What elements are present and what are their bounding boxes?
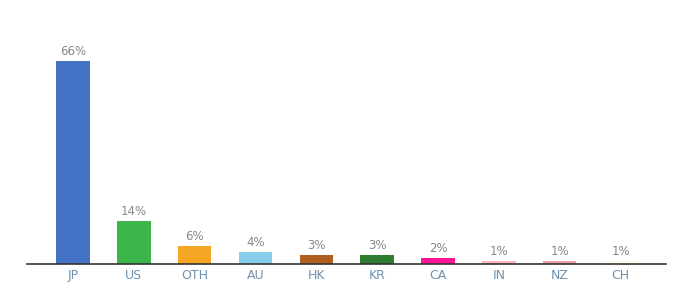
Bar xyxy=(360,255,394,264)
Bar xyxy=(117,221,150,264)
Text: 66%: 66% xyxy=(60,46,86,59)
Text: 2%: 2% xyxy=(429,242,447,255)
Bar xyxy=(56,61,90,264)
Text: 3%: 3% xyxy=(307,239,326,252)
Text: 1%: 1% xyxy=(611,245,630,259)
Text: 14%: 14% xyxy=(121,206,147,218)
Text: 4%: 4% xyxy=(246,236,265,249)
Bar xyxy=(178,245,211,264)
Text: 1%: 1% xyxy=(490,245,508,259)
Bar xyxy=(239,252,272,264)
Text: 3%: 3% xyxy=(368,239,386,252)
Text: 1%: 1% xyxy=(550,245,569,259)
Bar xyxy=(543,261,577,264)
Bar xyxy=(300,255,333,264)
Bar xyxy=(482,261,515,264)
Bar xyxy=(422,258,455,264)
Text: 6%: 6% xyxy=(186,230,204,243)
Bar xyxy=(604,261,637,264)
